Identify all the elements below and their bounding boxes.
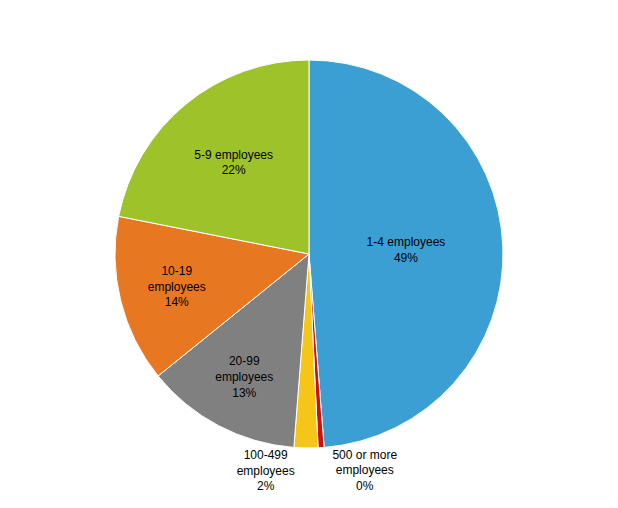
svg-text:10-19employees14%: 10-19employees14% bbox=[148, 264, 206, 309]
svg-text:1-4 employees49%: 1-4 employees49% bbox=[367, 235, 446, 265]
svg-text:20-99employees13%: 20-99employees13% bbox=[215, 354, 273, 399]
svg-text:100-499employees2%: 100-499employees2% bbox=[237, 448, 295, 493]
svg-text:5-9 employees22%: 5-9 employees22% bbox=[194, 148, 273, 178]
svg-text:500 or moreemployees0%: 500 or moreemployees0% bbox=[332, 448, 397, 493]
